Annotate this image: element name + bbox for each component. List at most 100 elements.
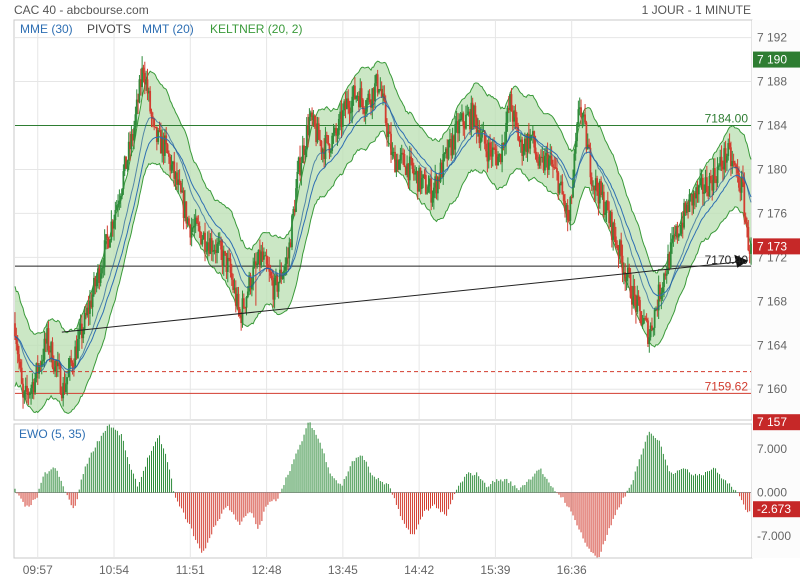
candle-body [483,130,486,144]
candle-body [620,240,623,256]
candle-body [388,131,391,134]
candle-body [652,327,655,331]
ema-30-line [14,101,752,370]
candle-body [537,161,540,166]
candle-body [502,142,505,146]
candle-body [229,258,232,273]
candle-body [233,287,236,290]
candle-body [601,191,604,195]
legend-keltner[interactable]: KELTNER (20, 2) [210,22,302,36]
candle-body [172,161,174,165]
candle-body [684,202,687,213]
candle-body [721,166,724,170]
candle-body [264,255,267,257]
candle-body [114,209,117,221]
candle-body [743,182,746,217]
candle-body [107,238,110,248]
ewo-value-label: -2.673 [757,502,791,516]
candle-body [213,250,216,252]
candle-body [594,178,597,191]
legend-mmt[interactable]: MMT (20) [142,22,194,36]
candle-body [295,188,297,212]
candle-body [672,235,675,239]
candle-body [59,366,62,394]
candle-body [210,238,213,252]
candle-body [244,307,247,309]
candle-body [467,111,470,115]
candle-body [724,148,727,163]
indicator-legend[interactable]: MME (30) PIVOTS MMT (20) KELTNER (20, 2) [20,22,302,36]
candle-body [553,167,556,169]
candle-body [618,240,621,257]
candle-body [440,162,443,178]
candle-body [246,291,249,298]
candle-body [723,148,726,170]
candle-body [173,161,176,179]
y-tick-label: 7 164 [757,338,787,352]
candle-body [197,223,200,227]
candle-body [411,158,414,170]
candle-body [165,135,168,145]
candle-body [336,134,339,136]
candle-body [517,126,520,141]
candle-body [133,127,135,141]
candle-body [610,212,613,240]
candle-body [585,122,588,150]
candle-body [645,318,648,321]
candle-body [415,171,418,174]
candle-body [408,156,411,181]
candle-body [315,126,317,143]
legend-pivots[interactable]: PIVOTS [87,22,131,36]
keltner-fill [15,61,751,414]
legend-mme[interactable]: MME (30) [20,22,73,36]
candle-body [193,225,196,228]
candle-body [55,361,58,367]
candle-body [455,121,458,124]
candle-body [242,298,245,308]
candle-body [380,88,383,97]
candle-body [249,275,252,290]
candle-body [343,101,346,111]
y-tick-label: 7 180 [757,162,787,176]
candle-body [376,74,379,93]
candle-body [46,328,49,344]
candle-body [190,227,193,238]
candle-body [289,242,292,248]
candle-body [657,284,660,311]
candle-body [414,173,417,175]
candle-body [593,185,596,191]
candle-body [337,118,340,135]
candle-body [362,99,364,110]
candle-body [47,328,50,351]
candle-body [560,181,562,184]
candle-body [457,121,459,134]
candle-body [283,270,285,276]
candle-body [545,152,548,156]
candle-body [720,156,723,167]
candle-body [557,172,560,194]
candle-body [200,232,202,245]
y-tick-label: 7 176 [757,206,787,220]
candle-body [212,250,214,252]
candle-body [328,143,331,153]
ewo-legend[interactable]: EWO (5, 35) [19,427,86,441]
candle-body [317,123,320,140]
candle-body [34,378,36,393]
trendline-overlays[interactable]: 7170.40 [61,253,748,333]
candle-body [137,99,140,103]
candle-body [188,218,190,225]
candle-body [64,384,67,393]
candle-body [331,135,334,151]
y-tick-label: 7 188 [757,75,787,89]
candle-body [661,287,664,293]
candle-body [430,178,433,203]
candle-body [518,140,521,143]
candle-body [719,156,722,166]
candle-body [461,113,463,120]
candle-body [75,346,78,359]
candle-body [495,154,498,166]
candle-body [746,222,748,227]
candle-body [43,338,46,360]
candle-body [123,156,126,172]
